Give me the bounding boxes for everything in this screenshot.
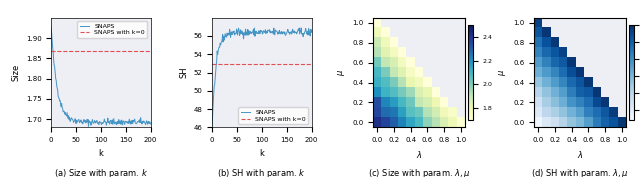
SNAPS [298, 27, 305, 29]
Title: (a) Size with param. $k$: (a) Size with param. $k$ [54, 167, 148, 177]
Y-axis label: Size: Size [11, 64, 20, 81]
X-axis label: k: k [259, 149, 264, 158]
SNAPS [147, 123, 154, 125]
SNAPS [90, 122, 97, 124]
SNAPS [47, 27, 55, 29]
SNAPS [48, 33, 56, 36]
SNAPS [244, 29, 252, 31]
SNAPS [209, 112, 216, 114]
Y-axis label: $\mu$: $\mu$ [497, 69, 508, 76]
SNAPS [102, 121, 109, 123]
SNAPS with k=0 [209, 63, 216, 65]
Legend: SNAPS, SNAPS with k=0: SNAPS, SNAPS with k=0 [239, 107, 308, 124]
SNAPS with k=0 [209, 63, 216, 65]
Legend: SNAPS, SNAPS with k=0: SNAPS, SNAPS with k=0 [77, 21, 147, 38]
SNAPS [84, 125, 92, 127]
SNAPS [56, 99, 64, 102]
Title: (c) Size with param. $\lambda, \mu$: (c) Size with param. $\lambda, \mu$ [367, 167, 470, 177]
SNAPS [262, 32, 269, 35]
SNAPS [139, 120, 147, 122]
Y-axis label: SH: SH [179, 67, 188, 78]
SNAPS [84, 121, 92, 123]
SNAPS [250, 34, 258, 36]
Title: (d) SH with param. $\lambda, \mu$: (d) SH with param. $\lambda, \mu$ [531, 167, 629, 177]
Line: SNAPS: SNAPS [212, 28, 312, 125]
SNAPS [218, 41, 225, 44]
SNAPS [209, 124, 216, 126]
Line: SNAPS: SNAPS [51, 28, 150, 126]
X-axis label: k: k [99, 149, 103, 158]
SNAPS with k=0 [48, 50, 56, 52]
Y-axis label: $\mu$: $\mu$ [336, 69, 347, 76]
X-axis label: $\lambda$: $\lambda$ [416, 149, 422, 160]
SNAPS [308, 29, 316, 31]
X-axis label: $\lambda$: $\lambda$ [577, 149, 583, 160]
SNAPS with k=0 [47, 50, 55, 52]
Title: (b) SH with param. $k$: (b) SH with param. $k$ [218, 167, 307, 177]
SNAPS [300, 32, 307, 35]
